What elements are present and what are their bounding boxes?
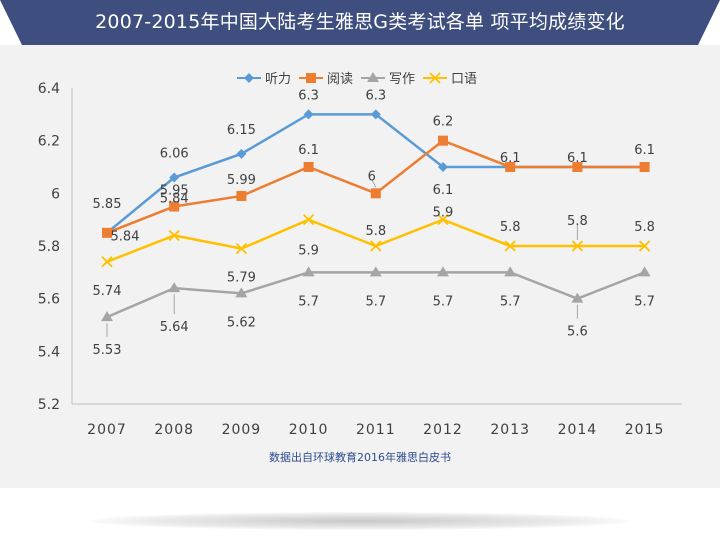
data-point: [303, 162, 314, 172]
legend-marker: [429, 72, 441, 84]
x-tick-label: 2007: [87, 422, 127, 438]
data-point: [571, 292, 584, 303]
x-tick-label: 2014: [558, 422, 598, 438]
data-label: 5.7: [500, 294, 521, 309]
source-note: 数据出自环球教育2016年雅思白皮书: [269, 450, 451, 464]
data-label: 5.7: [433, 294, 454, 309]
data-label: 5.64: [160, 320, 189, 335]
data-label: 6.06: [160, 147, 189, 162]
data-point: [638, 240, 651, 252]
data-point: [437, 214, 449, 226]
data-label: 5.9: [433, 206, 454, 221]
data-label: 5.84: [111, 229, 140, 244]
chart-title: 2007-2015年中国大陆考生雅思G类考试各单 项平均成绩变化: [95, 11, 625, 33]
data-point: [638, 266, 651, 277]
data-label: 5.85: [93, 197, 122, 212]
data-point: [169, 201, 180, 212]
data-point: [437, 266, 449, 277]
data-point: [504, 240, 516, 252]
data-point: [504, 266, 517, 277]
data-point: [370, 109, 381, 120]
data-label: 6.1: [298, 143, 319, 158]
data-label: 5.62: [227, 315, 256, 330]
data-point: [302, 266, 315, 277]
data-point: [235, 242, 248, 255]
data-label: 6.1: [433, 183, 454, 198]
data-label: 5.6: [567, 325, 588, 340]
legend-marker: [367, 72, 379, 82]
data-label: 6: [368, 169, 376, 184]
panel-shadow: [90, 512, 630, 530]
data-label: 5.7: [298, 294, 319, 309]
data-point: [168, 282, 181, 293]
data-label: 6.1: [500, 151, 521, 166]
legend-label: 听力: [265, 72, 291, 87]
data-label: 6.3: [365, 88, 386, 103]
data-label: 6.1: [634, 143, 655, 158]
data-point: [169, 172, 180, 183]
data-point: [235, 287, 248, 298]
y-tick-label: 5.6: [38, 292, 60, 308]
title-banner: [0, 0, 720, 45]
x-tick-label: 2012: [423, 422, 463, 438]
y-tick-label: 5.4: [38, 344, 60, 360]
data-label: 5.99: [227, 173, 256, 188]
data-point: [572, 162, 583, 172]
legend-marker: [244, 73, 254, 83]
data-point: [102, 227, 112, 238]
data-point: [303, 109, 314, 120]
line-chart: 5.2 5.4 5.6 5.8 6 6.2 6.4 2007 2008 2009 2010 2011 2…: [38, 72, 682, 464]
data-point: [236, 148, 247, 159]
y-tick-label: 6: [51, 186, 60, 202]
label-leader-line: [371, 179, 377, 188]
data-point: [101, 256, 113, 268]
data-label: 6.3: [298, 88, 319, 103]
data-label: 5.53: [93, 343, 122, 358]
data-point: [438, 135, 448, 146]
x-tick-label: 2008: [154, 422, 194, 438]
legend-marker: [306, 73, 316, 83]
x-tick-label: 2009: [222, 422, 262, 438]
data-label: 5.7: [365, 294, 386, 309]
y-tick-label: 5.2: [38, 397, 60, 413]
data-point: [639, 162, 650, 172]
x-tick-label: 2015: [625, 422, 665, 438]
data-label: 6.1: [567, 151, 588, 166]
data-point: [369, 266, 382, 277]
legend-label: 口语: [451, 72, 477, 87]
data-point: [370, 188, 381, 199]
data-point: [505, 162, 516, 172]
data-label: 6.15: [227, 123, 256, 138]
data-label: 5.8: [634, 220, 655, 235]
data-label: 6.2: [433, 115, 454, 130]
y-tick-label: 5.8: [38, 239, 60, 255]
data-label: 5.8: [500, 220, 521, 235]
data-label: 5.8: [567, 214, 588, 229]
data-label: 5.74: [93, 284, 122, 299]
y-tick-label: 6.2: [38, 134, 60, 150]
data-point: [370, 240, 382, 252]
x-tick-label: 2010: [289, 422, 329, 438]
data-label: 5.95: [160, 184, 189, 199]
x-tick-label: 2013: [490, 422, 530, 438]
data-label: 5.84: [160, 191, 189, 206]
data-label: 5.9: [298, 244, 319, 259]
data-point: [438, 162, 448, 172]
legend-label: 写作: [389, 72, 415, 87]
data-point: [168, 229, 180, 242]
title-banner-shape: [0, 0, 720, 45]
x-tick-label: 2011: [356, 422, 396, 438]
data-point: [571, 240, 584, 252]
data-point: [302, 214, 315, 226]
chart-panel: 5.2 5.4 5.6 5.8 6 6.2 6.4 2007 2008 2009 2010 2011 2…: [0, 45, 720, 488]
data-label: 5.8: [365, 224, 386, 239]
data-label: 5.79: [227, 271, 256, 286]
data-point: [236, 190, 247, 201]
data-label: 5.7: [634, 294, 655, 309]
y-tick-label: 6.4: [38, 81, 60, 97]
data-point: [101, 311, 113, 322]
legend-label: 阅读: [327, 72, 353, 87]
